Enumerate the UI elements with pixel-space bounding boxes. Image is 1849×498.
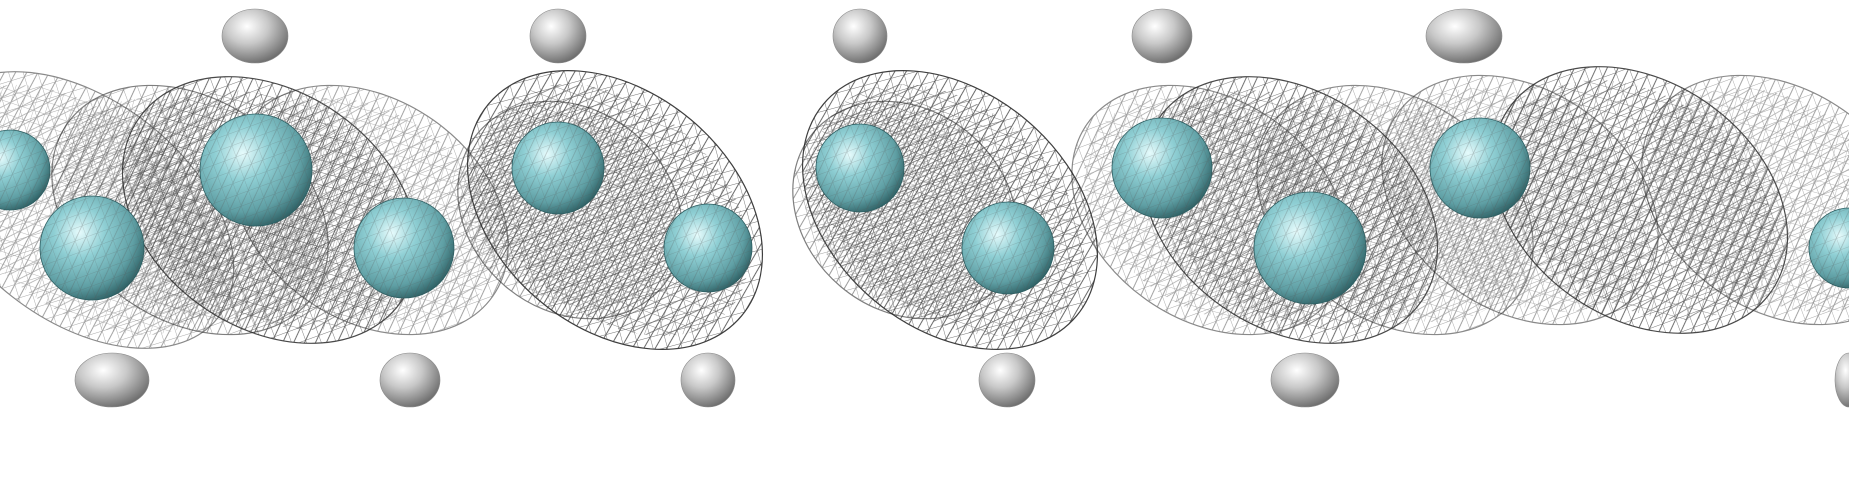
hydrogen-atoms — [74, 8, 1849, 408]
heavy-atoms — [0, 113, 1849, 305]
atom-mesh-overlay — [354, 198, 454, 298]
atom-mesh-overlay — [200, 114, 312, 226]
atom-mesh-overlay — [816, 124, 904, 212]
hydrogen-sphere — [978, 352, 1036, 408]
hydrogen-sphere — [1131, 8, 1193, 64]
hydrogen-sphere — [379, 352, 441, 408]
hydrogen-sphere — [74, 352, 150, 408]
atom-mesh-overlay — [1112, 118, 1212, 218]
atom-mesh-overlay — [40, 196, 144, 300]
atom-mesh-overlay — [1430, 118, 1530, 218]
hydrogen-sphere — [832, 8, 888, 64]
atom-mesh-overlay — [1254, 192, 1366, 304]
hydrogen-sphere — [1425, 8, 1503, 64]
hydrogen-sphere — [1834, 352, 1849, 408]
hydrogen-sphere — [680, 352, 736, 408]
atom-mesh-overlay — [512, 122, 604, 214]
atom-mesh-overlay — [0, 130, 50, 210]
atom-mesh-overlay — [1809, 208, 1849, 288]
hydrogen-sphere — [221, 8, 289, 64]
hydrogen-sphere — [529, 8, 587, 64]
atom-mesh-overlay — [664, 204, 752, 292]
atom-mesh-overlay — [962, 202, 1054, 294]
hydrogen-sphere — [1270, 352, 1340, 408]
